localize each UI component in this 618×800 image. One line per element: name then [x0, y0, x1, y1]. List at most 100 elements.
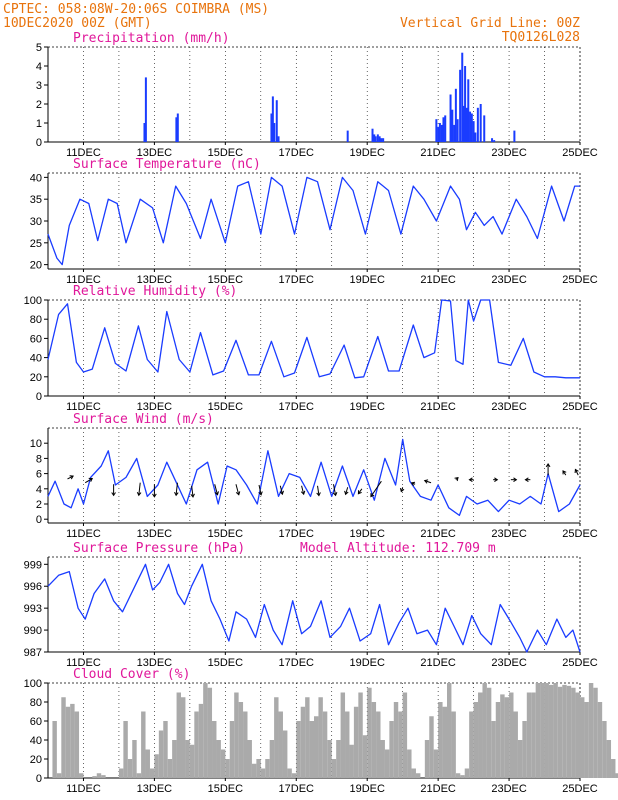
precip-bar	[176, 113, 179, 142]
cloud-bar	[145, 749, 150, 778]
x-tick-label: 21DEC	[420, 401, 456, 413]
x-tick-label: 25DEC	[562, 401, 598, 413]
precip-bar	[378, 136, 381, 142]
cloud-bar	[345, 711, 350, 778]
cloud-bar	[597, 702, 603, 778]
cloud-bar	[61, 697, 66, 778]
wind-arrow-head	[399, 487, 405, 493]
wind-arrow-head	[332, 492, 338, 497]
cloud-bar	[181, 697, 186, 778]
precip-bar	[474, 132, 477, 142]
precip-bar	[456, 119, 459, 142]
x-tick-label: 11DEC	[66, 147, 101, 159]
precip-bar	[376, 134, 379, 142]
cloud-bar	[189, 744, 195, 778]
pressure-panel: Surface Pressure (hPa) Model Altitude: 11…	[24, 541, 598, 669]
cloud-bar	[557, 686, 563, 778]
precip-bar	[144, 77, 147, 142]
cloud-bar	[566, 685, 572, 778]
wind-arrow-shaft	[235, 484, 240, 495]
cloud-bar	[544, 683, 549, 778]
wind-arrow	[423, 479, 432, 484]
precip-bar	[273, 123, 276, 142]
cloud-bar	[225, 759, 230, 778]
wind-arrow-shaft	[333, 484, 337, 496]
x-tick-label: 23DEC	[491, 783, 527, 795]
precip-bar	[462, 105, 465, 142]
cloud-bar	[79, 773, 84, 778]
precipitation-panel: Precipitation (mm/h) 0 1 2 3 4 5 11DEC 13DEC 15DE…	[36, 31, 598, 159]
x-tick-label: 25DEC	[562, 528, 598, 540]
precip-bar	[374, 136, 377, 142]
cloud-bar	[447, 683, 452, 778]
x-tick-label: 15DEC	[208, 528, 244, 540]
x-tick-label: 23DEC	[491, 401, 527, 413]
y-tick-label: 60	[30, 716, 42, 728]
wind-arrow-head	[152, 493, 157, 498]
x-tick-label: 17DEC	[279, 274, 315, 286]
cloud-bar	[442, 706, 447, 778]
cloud-bar	[305, 697, 310, 778]
wind-arrow-head	[214, 491, 219, 496]
precip-bar	[483, 115, 486, 142]
cloud-bar	[229, 721, 235, 778]
x-tick-label: 19DEC	[349, 657, 385, 669]
x-tick-label: 25DEC	[562, 783, 598, 795]
cloud-bar	[65, 706, 71, 778]
wind-arrow	[258, 484, 263, 496]
precip-bar	[461, 52, 464, 143]
cloud-bar	[464, 768, 470, 778]
x-tick-label: 17DEC	[279, 783, 315, 795]
wind-arrow-head	[357, 490, 362, 495]
cloud-bar	[327, 740, 332, 778]
precip-bar	[143, 123, 146, 142]
wind-arrow	[300, 485, 306, 496]
cloud-bar	[56, 773, 62, 778]
wind-arrow-shaft	[214, 484, 218, 495]
series-line	[47, 438, 581, 517]
wind-arrow-head	[562, 470, 567, 475]
cloud-bar	[353, 706, 359, 778]
panel-title: Surface Pressure (hPa)	[73, 541, 245, 556]
wind-arrow-head	[545, 462, 551, 468]
x-tick-label: 15DEC	[208, 401, 244, 413]
x-tick-label: 21DEC	[420, 147, 456, 159]
wind-arrow-head	[279, 490, 284, 496]
cloud-bar	[238, 702, 244, 778]
cloud-bar	[331, 759, 337, 778]
y-tick-label: 35	[30, 194, 42, 206]
cloud-bar	[424, 740, 430, 778]
humidity-panel: Relative Humidity (%) 0 20 40 60 80 100 11DEC 13…	[24, 284, 598, 413]
wind-arrow	[510, 477, 518, 483]
cloud-bar	[433, 749, 439, 778]
x-tick-label: 19DEC	[349, 147, 385, 159]
x-tick-label: 15DEC	[208, 783, 244, 795]
cloud-bar	[415, 773, 421, 778]
wind-arrow-head	[88, 477, 93, 482]
wind-arrow-shaft	[301, 485, 305, 495]
wind-arrow-shaft	[317, 485, 320, 496]
wind-arrow-shaft	[279, 485, 283, 495]
cloud-bar	[309, 721, 314, 778]
cloud-bar	[504, 697, 510, 778]
wind-arrow	[174, 482, 179, 497]
wind-arrow	[344, 487, 349, 496]
wind-arrow-head	[370, 493, 375, 498]
precip-bar	[453, 124, 456, 142]
x-tick-label: 17DEC	[279, 528, 315, 540]
x-tick-label: 17DEC	[279, 657, 315, 669]
cloud-bar	[571, 687, 576, 778]
cloud-bar	[296, 721, 301, 778]
cloud-bar	[220, 749, 226, 778]
cloud-bar	[553, 683, 558, 778]
y-tick-label: 80	[30, 314, 42, 326]
cloud-bar	[260, 768, 266, 778]
cloud-bar	[438, 702, 443, 778]
wind-arrow-shaft	[67, 475, 74, 480]
x-tick-label: 23DEC	[491, 528, 527, 540]
wind-arrow	[279, 485, 284, 496]
precip-bar	[454, 88, 457, 142]
precip-bar	[449, 94, 452, 142]
cloud-bar	[522, 721, 527, 778]
x-tick-label: 17DEC	[279, 401, 315, 413]
